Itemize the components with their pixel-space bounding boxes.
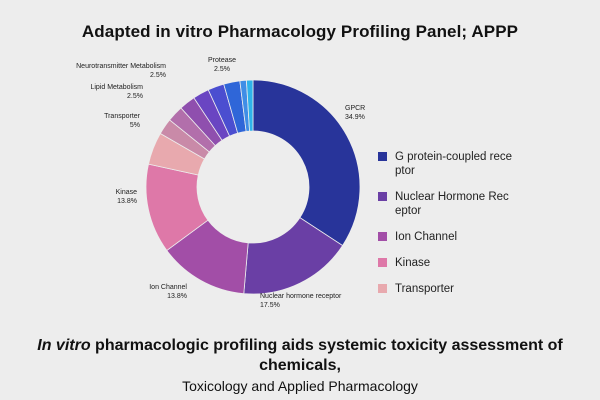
legend-label: Transporter xyxy=(395,283,455,295)
slice-label-ion-channel: Ion Channel 13.8% xyxy=(149,284,187,300)
legend-label: G protein-coupled receptor xyxy=(395,151,512,177)
legend-swatch xyxy=(378,232,387,241)
donut-slices xyxy=(145,79,361,295)
chart-legend: G protein-coupled receptor Nuclear Hormon… xyxy=(378,150,543,308)
slice-label-gpcr: GPCR 34.9% xyxy=(345,105,365,121)
citation-title: In vitro pharmacologic profiling aids sy… xyxy=(0,336,600,376)
legend-swatch xyxy=(378,284,387,293)
chart-title: Adapted in vitro Pharmacology Profiling … xyxy=(81,22,519,41)
legend-item: Transporter xyxy=(378,282,543,296)
slice-gpcr xyxy=(252,79,361,247)
legend-swatch xyxy=(378,192,387,201)
legend-item: Ion Channel xyxy=(378,230,543,244)
citation-rest: pharmacologic profiling aids systemic to… xyxy=(90,337,563,374)
citation-caption: In vitro pharmacologic profiling aids sy… xyxy=(0,336,600,396)
slice-label-neurotransmitter-metabolism: Neurotransmitter Metabolism 2.5% xyxy=(76,63,166,79)
legend-item: G protein-coupled receptor xyxy=(378,150,543,178)
legend-label: Nuclear Hormone Receptor xyxy=(395,191,509,217)
slice-label-protease: Protease 2.5% xyxy=(208,57,236,73)
legend-label: Kinase xyxy=(395,257,431,269)
slice-label-transporter: Transporter 5% xyxy=(104,113,141,129)
slice-label-nuclear-hormone-receptor: Nuclear hormone receptor 17.5% xyxy=(260,293,342,309)
legend-label: Ion Channel xyxy=(395,231,458,243)
slice-label-lipid-metabolism: Lipid Metabolism 2.5% xyxy=(90,84,143,100)
citation-italic: In vitro xyxy=(37,337,91,354)
legend-item: Kinase xyxy=(378,256,543,270)
legend-swatch xyxy=(378,152,387,161)
legend-item: Nuclear Hormone Receptor xyxy=(378,190,543,218)
citation-journal: Toxicology and Applied Pharmacology xyxy=(182,378,418,394)
slice-unlabeled-12 xyxy=(245,79,254,132)
slice-labels: GPCR 34.9% Nuclear hormone receptor 17.5% Io… xyxy=(76,57,365,309)
legend-swatch xyxy=(378,258,387,267)
slice-label-kinase: Kinase 13.8% xyxy=(116,189,138,205)
